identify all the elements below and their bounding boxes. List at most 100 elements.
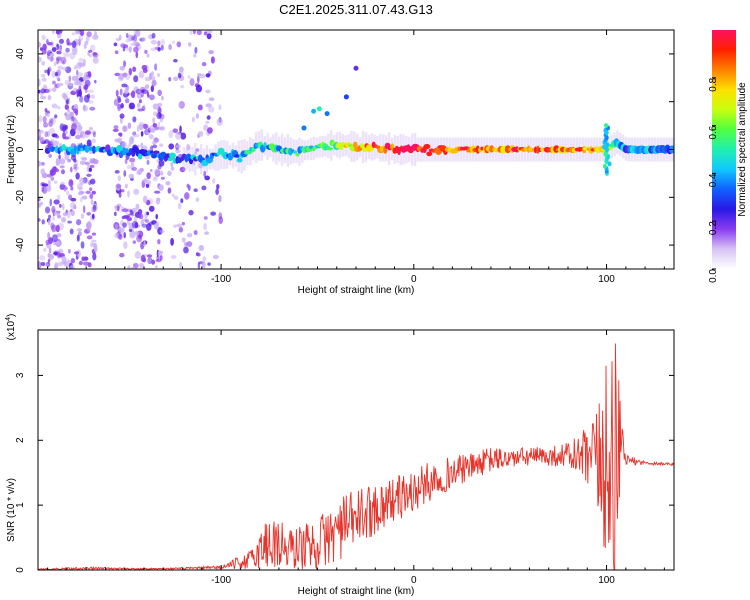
spectrogram-y-tick-label: 20: [15, 96, 26, 108]
noise-speckle: [38, 202, 42, 208]
noise-speckle: [119, 228, 124, 235]
noise-speckle: [39, 255, 46, 261]
snr-x-axis-label: Height of straight line (km): [298, 586, 415, 597]
noise-speckle: [203, 222, 208, 231]
noise-speckle: [55, 135, 60, 139]
noise-speckle: [129, 230, 136, 239]
noise-speckle: [205, 73, 211, 78]
noise-speckle: [128, 102, 136, 110]
snr-scale-prefix: (x10: [6, 320, 17, 340]
noise-speckle: [122, 60, 127, 68]
noise-speckle: [91, 138, 97, 144]
noise-speckle: [207, 262, 211, 266]
noise-speckle: [56, 105, 61, 110]
noise-speckle: [76, 72, 83, 77]
noise-speckle: [165, 180, 171, 186]
noise-speckle: [157, 47, 161, 52]
noise-speckle: [131, 266, 135, 269]
noise-speckle: [204, 175, 210, 181]
ridge-blob: [153, 150, 160, 154]
spike-blob: [605, 142, 610, 148]
noise-speckle: [193, 188, 198, 193]
noise-speckle: [89, 187, 93, 191]
noise-speckle: [74, 80, 81, 86]
noise-speckle: [179, 166, 186, 173]
snr-scale-label: (x104): [5, 314, 17, 341]
noise-speckle: [46, 184, 52, 192]
noise-speckle: [146, 179, 152, 185]
noise-speckle: [65, 113, 72, 121]
noise-speckle: [132, 116, 137, 123]
noise-speckle: [59, 183, 66, 190]
noise-speckle: [89, 157, 96, 164]
noise-speckle: [68, 179, 74, 187]
noise-speckle: [47, 94, 52, 101]
noise-speckle: [61, 203, 65, 211]
noise-speckle: [133, 46, 139, 53]
noise-speckle: [74, 30, 80, 33]
spectrogram-x-axis-label: Height of straight line (km): [298, 285, 415, 296]
noise-speckle: [121, 208, 128, 213]
noise-speckle: [129, 157, 136, 163]
noise-speckle: [43, 247, 47, 252]
noise-speckle: [52, 87, 57, 92]
noise-speckle: [125, 47, 130, 51]
noise-speckle: [50, 222, 55, 230]
noise-speckle: [81, 256, 86, 262]
spectrogram-x-tick-label: 0: [411, 274, 417, 285]
noise-speckle: [58, 159, 62, 163]
noise-speckle: [206, 115, 211, 120]
noise-speckle: [78, 260, 83, 266]
noise-speckle: [180, 84, 184, 89]
noise-speckle: [144, 84, 150, 90]
noise-speckle: [113, 98, 120, 106]
noise-speckle: [41, 162, 45, 166]
noise-speckle: [168, 130, 174, 139]
noise-speckle: [171, 193, 175, 198]
noise-speckle: [94, 79, 97, 84]
noise-speckle: [119, 65, 126, 71]
noise-speckle: [148, 133, 154, 140]
noise-speckle: [153, 176, 158, 180]
noise-speckle: [41, 219, 45, 225]
noise-speckle: [132, 131, 136, 137]
snr-x-tick-label: 100: [598, 575, 615, 586]
ridge-blob: [426, 151, 433, 157]
noise-speckle: [52, 216, 55, 221]
noise-speckle: [139, 123, 144, 131]
noise-speckle: [44, 69, 48, 74]
spike-blob: [602, 144, 607, 150]
noise-speckle: [87, 220, 92, 227]
noise-speckle: [39, 136, 46, 143]
noise-speckle: [142, 195, 148, 204]
noise-speckle: [126, 220, 131, 225]
noise-speckle: [67, 220, 72, 224]
noise-speckle: [46, 130, 51, 137]
noise-speckle: [207, 127, 213, 134]
noise-speckle: [178, 102, 182, 108]
noise-speckle: [113, 222, 120, 230]
noise-speckle: [90, 242, 94, 248]
noise-speckle: [54, 71, 58, 77]
noise-speckle: [124, 183, 128, 189]
noise-speckle: [38, 197, 41, 202]
noise-speckle: [139, 263, 145, 268]
noise-speckle: [151, 75, 156, 81]
noise-speckle: [70, 258, 76, 264]
spectrogram-ticks: -100 0 100 -40 -20 0 20 40: [15, 30, 674, 285]
snr-scale-suffix: ): [6, 314, 17, 317]
noise-speckle: [144, 219, 150, 223]
noise-speckle: [159, 229, 165, 234]
noise-speckle: [57, 82, 64, 87]
noise-speckle: [157, 238, 161, 245]
ridge-blob: [217, 147, 225, 155]
noise-speckle: [59, 44, 63, 51]
colorbar-label: Normalized spectral amplitude: [737, 82, 748, 217]
noise-speckle: [148, 221, 154, 226]
spectrogram-y-tick-label: 0: [15, 146, 26, 152]
noise-speckle: [157, 40, 161, 47]
noise-speckle: [153, 190, 161, 194]
noise-speckle: [87, 89, 94, 93]
ridge-blob: [150, 153, 158, 159]
